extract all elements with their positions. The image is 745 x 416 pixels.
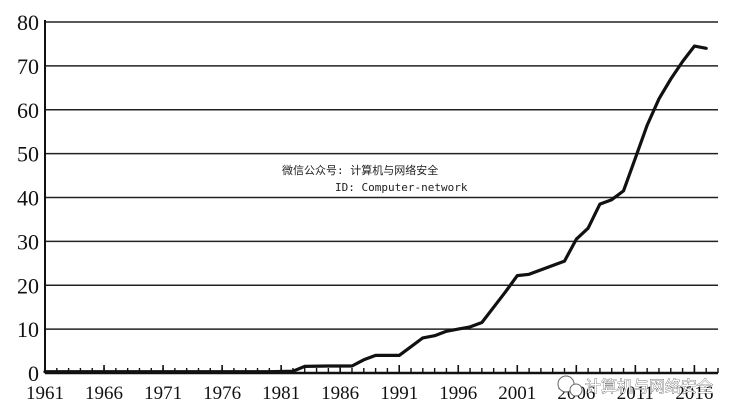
x-tick-label: 1976 [203,383,241,404]
x-tick-label: 2001 [498,383,536,404]
y-tick-label: 0 [28,361,39,386]
y-tick-label: 80 [17,10,39,35]
x-tick-label: 1981 [262,383,300,404]
wechat-logo-icon [557,375,583,397]
x-tick-label: 1961 [26,383,64,404]
x-tick-label: 2011 [617,383,654,404]
y-tick-label: 40 [17,186,39,211]
watermark-text: 计算机与网络安全 [585,377,713,396]
x-tick-label: 1986 [321,383,359,404]
y-tick-labels: 0 10 20 30 40 50 60 70 80 [17,10,39,386]
x-tick-label: 1991 [380,383,418,404]
overlay-text-line1: 微信公众号: 计算机与网络安全 [282,163,438,177]
series-group [43,44,708,374]
y-tick-label: 70 [17,54,39,79]
y-tick-label: 60 [17,98,39,123]
y-tick-label: 20 [17,273,39,298]
y-tick-label: 30 [17,229,39,254]
watermark: 计算机与网络安全 [557,375,713,397]
x-tick-label: 1971 [144,383,182,404]
y-tick-label: 50 [17,142,39,167]
x-tick-label: 1966 [85,383,123,404]
x-tick-label: 2016 [675,383,713,404]
x-tick-label: 1996 [439,383,477,404]
grid-lines [45,21,718,330]
overlay-text-line2: ID: Computer-network [335,181,468,194]
series-line [43,44,708,374]
y-tick-label: 10 [17,317,39,342]
